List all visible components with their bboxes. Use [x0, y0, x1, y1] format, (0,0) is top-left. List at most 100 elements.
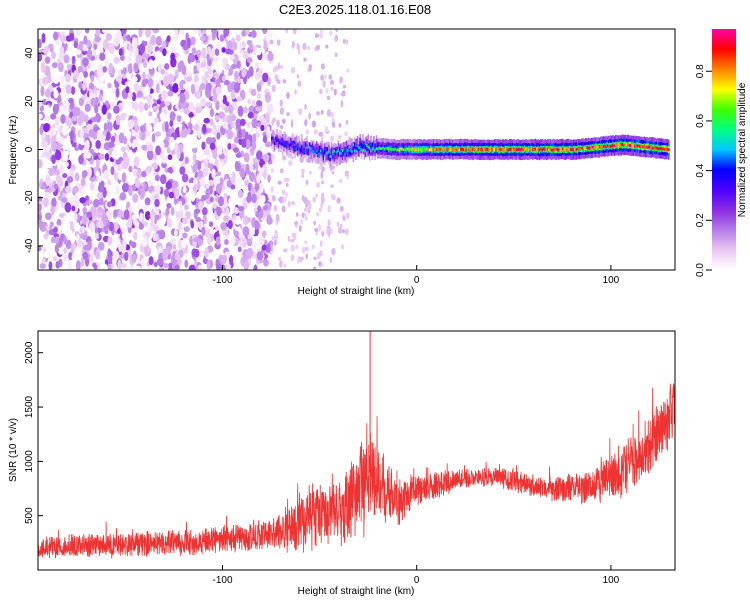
- spectrogram-faint-cell: [337, 135, 342, 139]
- spectrogram-noise-cell: [130, 253, 135, 260]
- spectrogram-faint-cell: [340, 92, 345, 97]
- spectrogram-noise-cell: [259, 79, 265, 86]
- spectrogram-faint-cell: [276, 120, 280, 128]
- spectrogram-noise-cell: [132, 139, 139, 148]
- spectrogram-noise-cell: [227, 40, 233, 51]
- spectrogram-ridge-cell: [313, 150, 315, 154]
- spectrogram-noise-cell: [138, 43, 146, 54]
- spectrogram-ridge-cell: [360, 143, 363, 150]
- spectrogram-noise-cell: [90, 74, 95, 83]
- spectrogram-noise-cell: [241, 67, 247, 78]
- spectrogram-ridge-cell: [662, 147, 665, 151]
- spectrogram-noise-cell: [98, 196, 104, 206]
- spectrogram-ridge-cell: [534, 147, 537, 151]
- spectrogram-x-axis-label: Height of straight line (km): [298, 286, 415, 297]
- spectrogram-noise-cell: [201, 141, 206, 150]
- spectrogram-ridge-cell: [368, 147, 371, 155]
- spectrogram-noise-cell: [53, 89, 59, 99]
- spectrogram-faint-cell: [285, 177, 290, 182]
- snr-y-tick-label: 1000: [24, 450, 35, 473]
- spectrogram-ridge-cell: [495, 148, 497, 152]
- colorbar-tick-label: 0.0: [695, 263, 706, 277]
- spectrogram-faint-cell: [333, 88, 337, 96]
- spectrogram-faint-cell: [320, 109, 324, 115]
- spectrogram-noise-cell: [53, 75, 59, 84]
- spectrogram-noise-cell: [220, 103, 226, 109]
- spectrogram-noise-cell: [73, 212, 78, 222]
- spectrogram-ridge-cell: [608, 144, 610, 148]
- spectrogram-noise-cell: [113, 37, 120, 47]
- spectrogram-noise-cell: [69, 222, 74, 231]
- spectrogram-noise-cell: [74, 194, 79, 202]
- spectrogram-noise-cell: [151, 133, 156, 143]
- spectrogram-noise-cell: [42, 76, 49, 86]
- spectrogram-noise-cell: [88, 119, 93, 125]
- spectrogram-noise-cell: [190, 220, 195, 229]
- spectrogram-ridge-cell: [319, 149, 322, 153]
- spectrogram-noise-cell: [48, 129, 54, 136]
- spectrogram-noise-cell: [118, 48, 123, 56]
- spectrogram-ridge-cell: [431, 148, 434, 152]
- spectrogram-faint-cell: [322, 80, 326, 88]
- spectrogram-ridge-cell: [631, 143, 633, 147]
- spectrogram-noise-cell: [239, 239, 244, 247]
- spectrogram-ridge-cell: [473, 148, 476, 151]
- spectrogram-noise-cell: [133, 101, 139, 111]
- spectrogram-faint-cell: [300, 218, 304, 225]
- spectrogram-noise-cell: [117, 74, 123, 84]
- spectrogram-noise-cell: [96, 129, 101, 141]
- spectrogram-noise-cell: [45, 175, 51, 187]
- spectrogram-faint-cell: [328, 74, 333, 80]
- spectrogram-faint-cell: [272, 67, 277, 73]
- spectrogram-ridge-cell: [412, 147, 415, 151]
- spectrogram-ridge-cell: [295, 147, 298, 151]
- spectrogram-ridge-cell: [487, 148, 489, 151]
- spectrogram-noise-cell: [174, 264, 180, 270]
- spectrogram-faint-cell: [279, 107, 284, 115]
- spectrogram-noise-cell: [256, 173, 261, 184]
- spectrogram-ridge-cell: [401, 147, 404, 151]
- spectrogram-ridge-cell: [277, 140, 280, 148]
- spectrogram-faint-cell: [321, 230, 325, 237]
- spectrogram-noise-cell: [237, 205, 245, 212]
- spectrogram-noise-cell: [224, 238, 229, 246]
- spectrogram-noise-cell: [234, 70, 240, 80]
- spectrogram-noise-cell: [38, 203, 42, 212]
- spectrogram-noise-cell: [92, 198, 100, 208]
- spectrogram-ridge-cell: [315, 149, 318, 153]
- spectrogram-ridge-cell: [438, 147, 440, 151]
- spectrogram-noise-cell: [133, 156, 140, 167]
- spectrogram-ridge-cell: [556, 148, 559, 151]
- spectrogram-noise-cell: [216, 65, 223, 74]
- spectrogram-noise-cell: [116, 29, 122, 41]
- spectrogram-faint-cell: [319, 161, 324, 167]
- spectrogram-noise-cell: [235, 34, 241, 42]
- spectrogram-noise-cell: [131, 76, 138, 83]
- spectrogram-noise-cell: [239, 118, 246, 126]
- spectrogram-noise-cell: [228, 197, 233, 205]
- spectrogram-noise-cell: [245, 163, 250, 175]
- spectrogram-faint-cell: [330, 184, 335, 189]
- spectrogram-faint-cell: [330, 111, 335, 118]
- spectrogram-ridge-cell: [363, 148, 366, 152]
- spectrogram-noise-cell: [131, 91, 137, 102]
- snr-panel: -100 0 100 500 1000 1500 2000 Height of strai…: [8, 330, 676, 597]
- colorbar: 0.0 0.2 0.4 0.6 0.8 Normalized spectral ampl…: [695, 29, 748, 277]
- spectrogram-faint-cell: [297, 80, 302, 87]
- spectrogram-noise-cell: [115, 87, 120, 98]
- spectrogram-ridge-cell: [488, 147, 491, 151]
- spectrogram-noise-cell: [136, 170, 143, 179]
- spectrogram-ridge-cell: [460, 147, 462, 151]
- spectrogram-noise-cell: [119, 54, 125, 61]
- spectrogram-ridge-cell: [555, 147, 557, 151]
- spectrogram-noise-cell: [201, 194, 207, 201]
- spectrogram-y-tick-label: -40: [24, 238, 35, 253]
- spectrogram-noise-cell: [158, 229, 166, 240]
- spectrogram-noise-cell: [121, 182, 129, 193]
- spectrogram-noise-cell: [263, 39, 268, 51]
- spectrogram-noise-cell: [231, 41, 238, 51]
- spectrogram-noise-cell: [86, 211, 92, 218]
- spectrogram-noise-cell: [241, 29, 247, 37]
- spectrogram-noise-cell: [254, 220, 260, 230]
- spectrogram-faint-cell: [287, 200, 291, 208]
